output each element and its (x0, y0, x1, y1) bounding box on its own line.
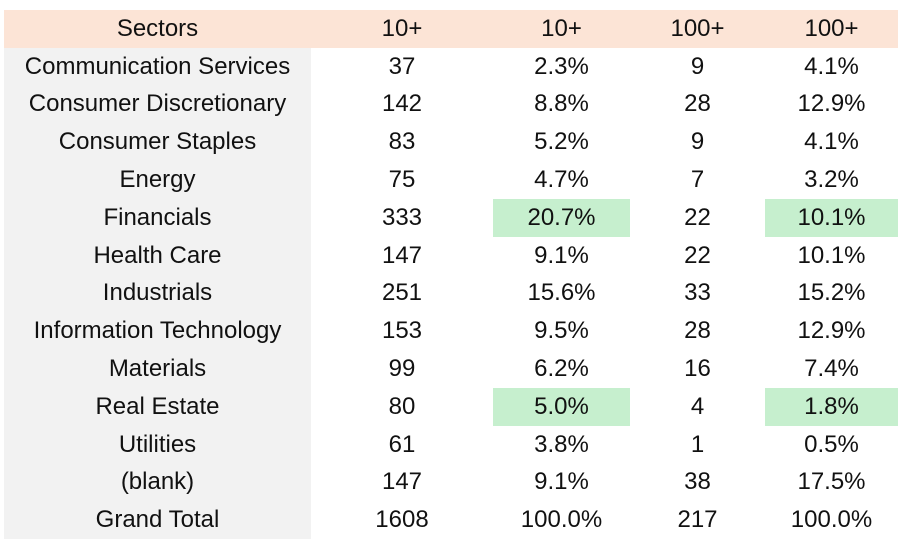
table-cell: 9.1% (534, 241, 589, 269)
table-cell: 12.9% (797, 317, 866, 345)
table-cell: 15.2% (797, 279, 866, 307)
spreadsheet: Sectors 10+ 10+ 100+ 100+ Communication Serv… (4, 10, 898, 540)
table-cell: 5.0% (493, 387, 630, 426)
row-label: Materials (4, 350, 311, 388)
table-cell: 1.8% (765, 387, 898, 426)
header-cell: 100+ (630, 10, 765, 48)
table-cell: 6.2% (534, 355, 589, 383)
table-cell: 153 (381, 317, 423, 345)
row-label: Financials (4, 198, 311, 237)
table-cell: 1 (690, 430, 705, 458)
table-row: Grand Total 1608 100.0% 217 100.0% (4, 501, 898, 540)
row-label: Health Care (4, 236, 311, 275)
table-cell: 5.2% (534, 128, 589, 156)
table-cell: 10.1% (765, 198, 898, 237)
table-cell: 9 (690, 52, 705, 80)
table-cell: 4.1% (804, 52, 859, 80)
table-cell: 17.5% (797, 468, 866, 496)
table-cell: 9.5% (534, 317, 589, 345)
row-label: Real Estate (4, 387, 311, 426)
header-cell: 100+ (765, 10, 898, 48)
table-row: Utilities 61 3.8% 1 0.5% (4, 425, 898, 464)
header-cell: Sectors (4, 10, 311, 48)
table-row: Consumer Staples 83 5.2% 9 4.1% (4, 123, 898, 162)
table-cell: 4 (690, 392, 705, 420)
table-cell: 8.8% (534, 90, 589, 118)
table-row: Materials 99 6.2% 16 7.4% (4, 350, 898, 388)
table-cell: 99 (388, 355, 416, 383)
table-header: Sectors 10+ 10+ 100+ 100+ (4, 10, 898, 48)
row-label: Industrials (4, 274, 311, 313)
table-row: Information Technology 153 9.5% 28 12.9% (4, 312, 898, 351)
table-cell: 3.2% (804, 166, 859, 194)
table-cell: 12.9% (797, 90, 866, 118)
row-label: Utilities (4, 425, 311, 464)
table-cell: 7.4% (804, 355, 859, 383)
header-cell: 10+ (493, 10, 630, 48)
table-cell: 100.0% (790, 506, 873, 534)
table-cell: 100.0% (520, 506, 603, 534)
header-cell: 10+ (311, 10, 493, 48)
table-cell: 33 (684, 279, 711, 307)
table-cell: 251 (381, 279, 423, 307)
table-cell: 147 (381, 468, 423, 496)
table-cell: 16 (684, 355, 711, 383)
table-row: Health Care 147 9.1% 22 10.1% (4, 236, 898, 275)
table-cell: 75 (388, 166, 416, 194)
table-cell: 2.3% (534, 52, 589, 80)
table-cell: 9.1% (534, 468, 589, 496)
row-label: Energy (4, 161, 311, 199)
table-cell: 142 (381, 90, 423, 118)
row-label: Consumer Staples (4, 123, 311, 162)
table-cell: 4.1% (804, 128, 859, 156)
row-label: Communication Services (4, 47, 311, 86)
table-row: Consumer Discretionary 142 8.8% 28 12.9% (4, 85, 898, 124)
row-label: (blank) (4, 463, 311, 502)
table-row: Real Estate 80 5.0% 4 1.8% (4, 387, 898, 426)
table-cell: 7 (690, 166, 705, 194)
table-cell: 9 (690, 128, 705, 156)
table-cell: 333 (381, 203, 423, 231)
pivot-table: Sectors 10+ 10+ 100+ 100+ Communication Serv… (4, 10, 898, 540)
row-label: Grand Total (4, 501, 311, 540)
table-row: Financials 333 20.7% 22 10.1% (4, 198, 898, 237)
table-cell: 147 (381, 241, 423, 269)
table-cell: 15.6% (527, 279, 596, 307)
table-cell: 28 (684, 90, 711, 118)
row-label: Consumer Discretionary (4, 85, 311, 124)
header-row: Sectors 10+ 10+ 100+ 100+ (4, 10, 898, 48)
table-cell: 37 (388, 52, 416, 80)
table-cell: 61 (388, 430, 416, 458)
table-row: Industrials 251 15.6% 33 15.2% (4, 274, 898, 313)
table-cell: 217 (677, 506, 718, 534)
table-row: Energy 75 4.7% 7 3.2% (4, 161, 898, 199)
table-cell: 20.7% (493, 198, 630, 237)
table-cell: 22 (684, 241, 711, 269)
table-body: Communication Services 37 2.3% 9 4.1% Consume… (4, 47, 898, 540)
table-cell: 28 (684, 317, 711, 345)
table-cell: 80 (388, 392, 416, 420)
table-cell: 0.5% (804, 430, 859, 458)
table-cell: 10.1% (797, 241, 866, 269)
table-row: (blank) 147 9.1% 38 17.5% (4, 463, 898, 502)
table-cell: 22 (684, 203, 711, 231)
table-row: Communication Services 37 2.3% 9 4.1% (4, 47, 898, 86)
table-cell: 1608 (375, 506, 429, 534)
table-cell: 38 (684, 468, 711, 496)
table-cell: 3.8% (534, 430, 589, 458)
row-label: Information Technology (4, 312, 311, 351)
table-cell: 83 (388, 128, 416, 156)
table-cell: 4.7% (534, 166, 589, 194)
